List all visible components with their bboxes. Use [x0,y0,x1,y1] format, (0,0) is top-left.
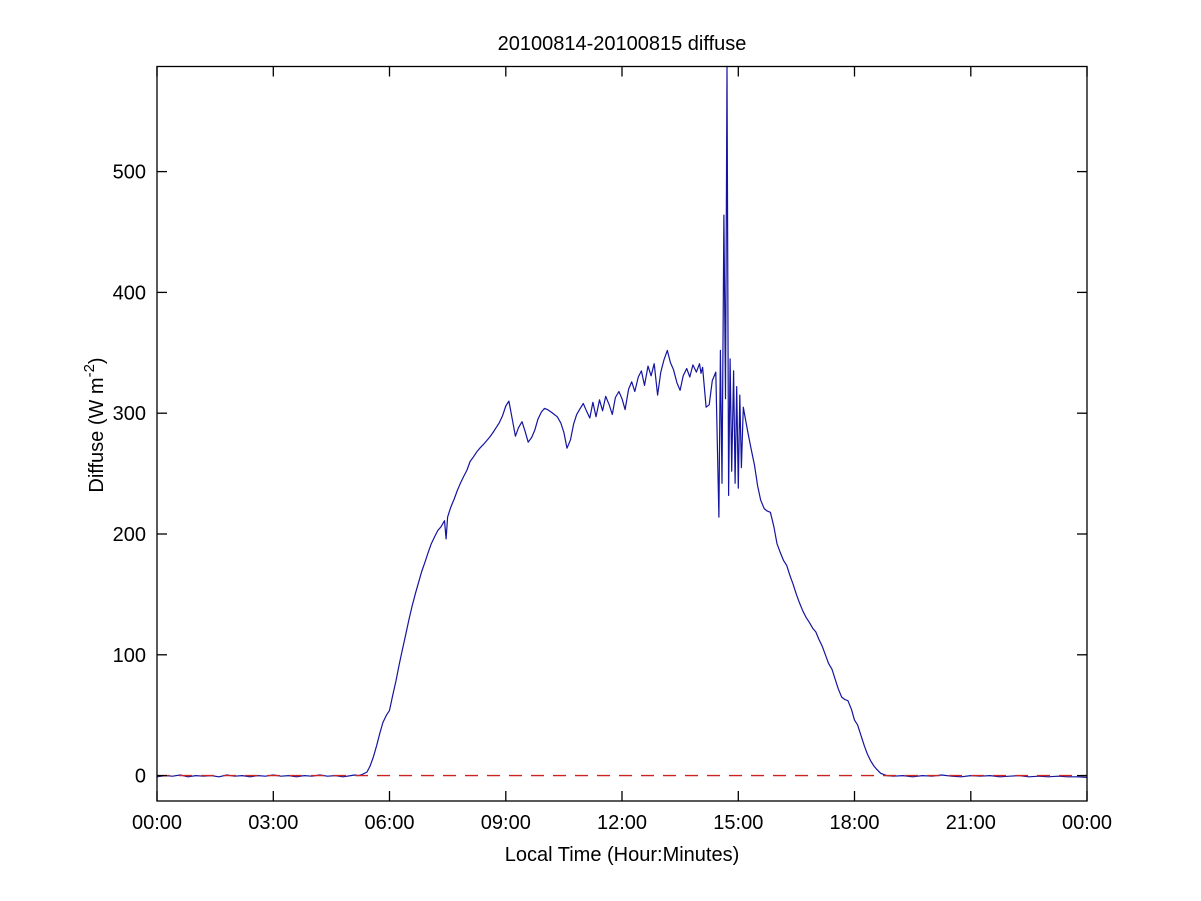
y-axis-label-base: Diffuse (W m [86,377,108,492]
diffuse-series-line [156,65,1088,778]
y-tick-label: 500 [113,162,146,184]
x-tick-label: 00:00 [1062,812,1112,834]
x-tick-label: 00:00 [132,812,182,834]
y-tick-labels: 0 100 200 300 400 500 [113,162,146,788]
y-tick-label: 200 [113,524,146,546]
x-tick-label: 21:00 [946,812,996,834]
y-axis-label-superscript: -2 [81,364,98,377]
y-tick-label: 0 [135,766,146,788]
x-tick-label: 09:00 [481,812,531,834]
x-axis-label: Local Time (Hour:Minutes) [505,844,740,866]
x-tick-label: 03:00 [248,812,298,834]
y-axis-label: Diffuse (W m-2) [81,357,108,492]
y-tick-label: 300 [113,403,146,425]
axis-ticks [156,66,1088,801]
y-tick-label: 400 [113,282,146,304]
x-tick-labels: 00:00 03:00 06:00 09:00 12:00 15:00 18:00 21:00… [132,812,1112,834]
x-tick-label: 15:00 [713,812,763,834]
x-tick-label: 12:00 [597,812,647,834]
x-tick-label: 18:00 [829,812,879,834]
plot-area [157,66,1087,801]
chart-title: 20100814-20100815 diffuse [498,33,747,55]
y-tick-label: 100 [113,645,146,667]
x-tick-label: 06:00 [364,812,414,834]
y-axis-label-close: ) [86,357,108,364]
